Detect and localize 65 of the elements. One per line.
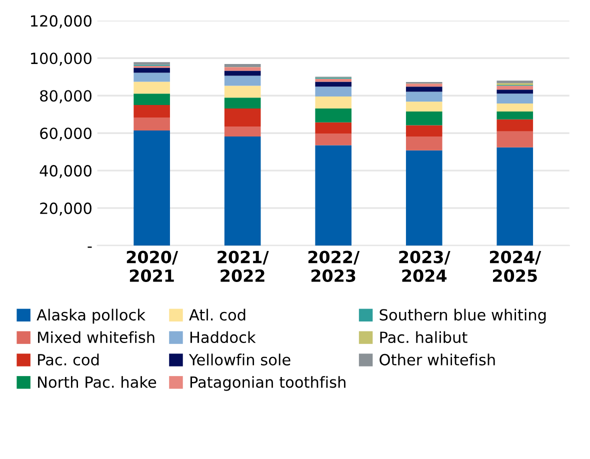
- bar: [134, 130, 170, 246]
- x-tick-label: 2023/ 2024: [399, 250, 450, 282]
- y-tick-label: -: [88, 246, 92, 248]
- x-tick-label: 2020/ 2021: [126, 250, 178, 282]
- bar: [224, 136, 261, 246]
- bar: [315, 108, 352, 122]
- bar: [496, 147, 534, 246]
- bar: [406, 84, 442, 87]
- bar: [134, 62, 170, 65]
- y-tick-label: 20,000: [40, 202, 92, 216]
- bar: [224, 76, 261, 86]
- bar: [315, 82, 352, 87]
- bar: [406, 86, 442, 92]
- bar: [224, 126, 261, 136]
- bar: [406, 125, 442, 136]
- bar: [134, 68, 170, 73]
- bar: [406, 136, 442, 150]
- bar: [134, 104, 170, 118]
- y-tick-label: 60,000: [40, 128, 92, 141]
- y-tick-label: 100,000: [30, 52, 92, 66]
- legend-label: Southern blue whiting: [380, 308, 546, 324]
- bar: [496, 112, 534, 120]
- legend-label: Mixed whitefish: [38, 331, 154, 344]
- bar: [496, 119, 534, 132]
- bar: [224, 67, 261, 71]
- bar: [406, 112, 442, 126]
- bar: [134, 118, 170, 130]
- y-tick-label: 80,000: [40, 90, 92, 104]
- bar: [496, 80, 534, 84]
- legend-label: Other whitefish: [380, 354, 495, 366]
- bar: [496, 90, 534, 94]
- y-tick-label: 40,000: [40, 165, 92, 178]
- bar: [315, 133, 352, 146]
- legend-label: Alaska pollock: [36, 308, 146, 324]
- y-tick-label: 120,000: [30, 15, 92, 28]
- x-tick-label: 2022/ 2023: [308, 250, 360, 282]
- bar: [496, 94, 534, 104]
- bar: [224, 108, 261, 127]
- bar: [224, 64, 261, 67]
- legend-label: Atl. cod: [189, 308, 246, 321]
- bar: [406, 102, 442, 112]
- legend-label: Pac. cod: [38, 354, 99, 366]
- x-tick-label: 2024/ 2025: [490, 250, 542, 282]
- bar: [134, 82, 170, 94]
- bar: [315, 96, 352, 109]
- bar: [224, 86, 261, 98]
- bar: [134, 94, 170, 105]
- legend-label: North Pac. hake: [38, 376, 156, 388]
- x-tick-label: 2021/ 2022: [218, 250, 269, 282]
- legend-label: Yellowfin sole: [188, 354, 290, 366]
- legend-label: Haddock: [190, 331, 256, 344]
- bar: [496, 86, 534, 90]
- bar: [496, 131, 534, 148]
- bar: [315, 122, 352, 134]
- bar: [224, 98, 261, 109]
- bar: [496, 103, 534, 112]
- bar: [315, 78, 352, 82]
- bar: [134, 72, 170, 82]
- bar: [224, 70, 261, 76]
- legend-label: Patagonian toothfish: [190, 376, 346, 391]
- bar: [315, 86, 352, 97]
- bar: [315, 145, 352, 246]
- bar: [406, 150, 442, 246]
- bar: [406, 92, 442, 102]
- legend-label: Pac. halibut: [380, 331, 468, 344]
